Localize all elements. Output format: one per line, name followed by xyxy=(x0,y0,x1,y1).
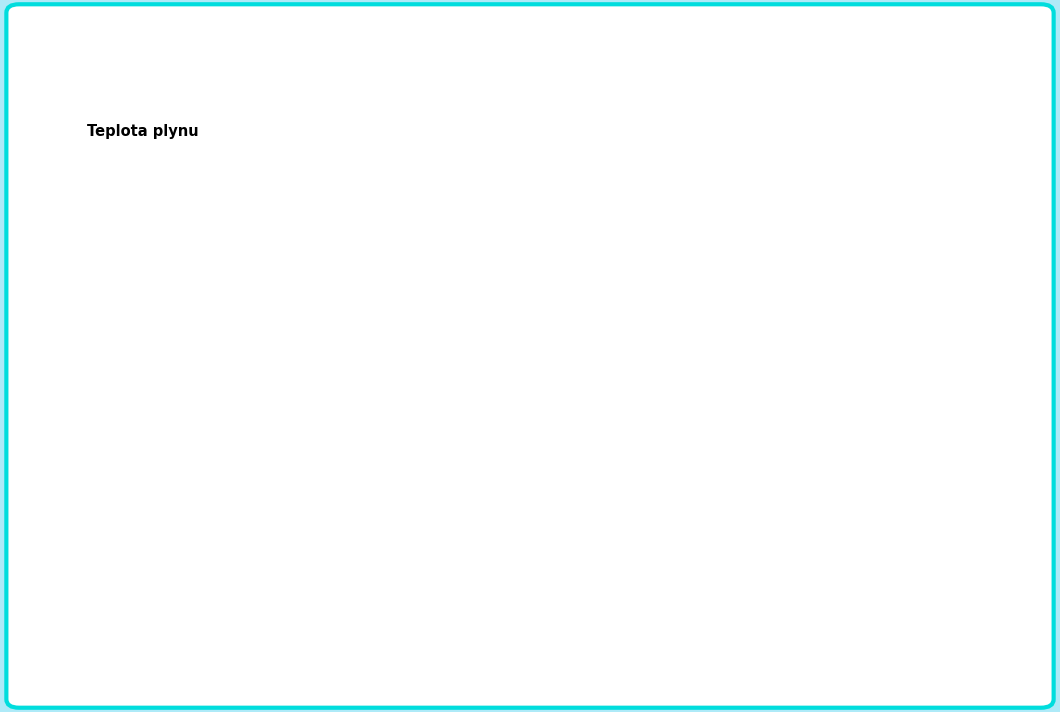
Text: Teplota plynu: Teplota plynu xyxy=(87,124,199,140)
Bar xyxy=(235,634,358,651)
Text: PRŪBEĚ SKUTEČNÉHO POŽÁRU: PRŪBEĚ SKUTEČNÉHO POŽÁRU xyxy=(418,81,876,108)
Polygon shape xyxy=(287,671,306,689)
Text: $\theta$: $\theta$ xyxy=(290,633,303,651)
Text: Nominální normová křivka: Nominální normová křivka xyxy=(270,280,467,293)
Text: Plně rozvinutý požár: Plně rozvinutý požár xyxy=(551,571,795,593)
Text: Křivka skutečného požáru: Křivka skutečného požáru xyxy=(660,371,855,384)
Polygon shape xyxy=(272,651,321,671)
Text: 0: 0 xyxy=(210,592,220,607)
Text: Čas [min]: Čas [min] xyxy=(908,597,987,614)
Text: Rozhořívání: Rozhořívání xyxy=(243,575,340,590)
Polygon shape xyxy=(292,674,302,685)
Text: CELKOVÉ VZPLANUTÍ: CELKOVÉ VZPLANUTÍ xyxy=(372,491,545,506)
